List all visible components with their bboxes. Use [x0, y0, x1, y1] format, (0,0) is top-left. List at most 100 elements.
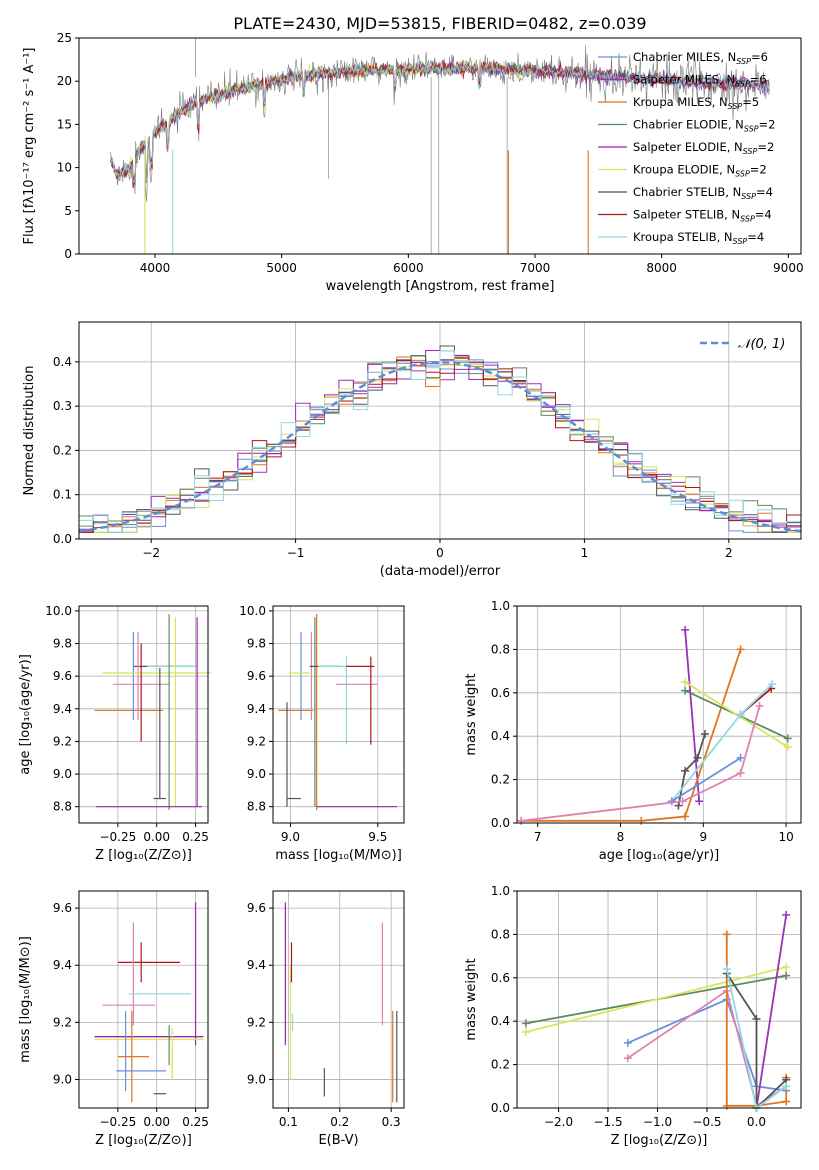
- spectrum-model-line: [110, 58, 770, 184]
- y-tick-label: 9.0: [247, 1072, 266, 1086]
- weight-marker: [736, 769, 745, 778]
- x-tick-label: 0: [436, 546, 444, 560]
- x-tick-label: −1: [287, 546, 305, 560]
- weight-marker: [736, 645, 745, 654]
- legend-label: Salpeter MILES, NSSP=6: [633, 73, 767, 89]
- x-tick-label: 8: [617, 830, 625, 844]
- y-tick-label: 9.8: [53, 637, 72, 651]
- y-axis-label: age [log₁₀(age/yr)]: [18, 654, 33, 775]
- y-tick-label: 9.2: [53, 1015, 72, 1029]
- legend-label: Chabrier MILES, NSSP=6: [633, 50, 768, 66]
- weight-marker: [736, 753, 745, 762]
- weight-marker: [681, 766, 690, 775]
- y-tick-label: 0.1: [53, 488, 72, 502]
- x-tick-label: −1.0: [643, 1115, 672, 1129]
- y-axis-label: mass weight: [464, 958, 479, 1040]
- x-tick-label: 9000: [773, 261, 804, 275]
- weight-marker: [755, 701, 764, 710]
- legend-label: Chabrier STELIB, NSSP=4: [633, 185, 773, 201]
- x-tick-label: 0.00: [143, 830, 170, 844]
- y-tick-label: 9.4: [247, 958, 266, 972]
- weight-marker: [678, 797, 687, 806]
- x-tick-label: 0.00: [143, 1115, 170, 1129]
- x-tick-label: 7: [534, 830, 542, 844]
- residual-histogram-step: [78, 350, 801, 539]
- weight-marker: [782, 962, 791, 971]
- weight-marker: [681, 625, 690, 634]
- x-tick-label: 10: [778, 830, 793, 844]
- legend-label: Kroupa STELIB, NSSP=4: [633, 230, 764, 246]
- y-tick-label: 0.3: [53, 399, 72, 413]
- x-axis-label: (data-model)/error: [380, 564, 501, 579]
- x-axis-label: Z [log₁₀(Z/Z⊙)]: [95, 848, 192, 863]
- y-tick-label: 9.4: [53, 702, 72, 716]
- weight-line: [671, 757, 742, 803]
- weight-marker: [681, 686, 690, 695]
- weight-marker: [782, 1082, 791, 1091]
- y-axis-label: mass [log₁₀(M/M⊙)]: [18, 936, 33, 1063]
- weight-marker: [783, 734, 792, 743]
- weight-marker: [521, 1028, 530, 1037]
- mass-vs-metallicity-plot: −0.25 0.00 0.25 9.0 9.2 9.4 9.6 Z [log₁₀(Z/Z⊙)]…: [18, 890, 209, 1148]
- spectrum-plot: 4000 5000 6000 7000 8000 9000 0 5 10 15 20 25 wavele…: [22, 31, 804, 294]
- y-tick-label: 9.6: [247, 669, 266, 683]
- x-tick-label: 9.0: [281, 830, 300, 844]
- weight-line: [684, 629, 701, 802]
- weight-marker: [736, 710, 745, 719]
- y-tick-label: 0.2: [53, 443, 72, 457]
- legend-label: Chabrier ELODIE, NSSP=2: [633, 118, 775, 134]
- y-tick-label: 0.2: [491, 773, 510, 787]
- x-tick-label: −0.5: [692, 1115, 721, 1129]
- x-axis-label: Z [log₁₀(Z/Z⊙)]: [611, 1133, 708, 1148]
- weight-marker: [623, 1054, 632, 1063]
- x-tick-label: 8000: [646, 261, 677, 275]
- y-tick-label: 0.8: [491, 642, 510, 656]
- weight-marker: [674, 801, 683, 810]
- y-tick-label: 9.6: [53, 901, 72, 915]
- y-tick-label: 20: [57, 74, 72, 88]
- y-tick-label: 0.6: [491, 971, 510, 985]
- y-tick-label: 25: [57, 31, 72, 45]
- x-tick-label: 6000: [393, 261, 424, 275]
- plot-frame: [516, 890, 802, 1109]
- x-tick-label: 7000: [520, 261, 551, 275]
- y-tick-label: 9.0: [53, 1072, 72, 1086]
- weight-line: [755, 914, 788, 1109]
- y-tick-label: 9.6: [247, 901, 266, 915]
- y-tick-label: 0.4: [53, 355, 72, 369]
- weight-marker: [783, 743, 792, 752]
- y-tick-label: 15: [57, 117, 72, 131]
- x-tick-label: 4000: [140, 261, 171, 275]
- weight-marker: [782, 910, 791, 919]
- y-tick-label: 0.2: [491, 1058, 510, 1072]
- y-tick-label: 0.4: [491, 729, 510, 743]
- y-tick-label: 8.8: [53, 800, 72, 814]
- y-tick-label: 9.4: [53, 958, 72, 972]
- y-tick-label: 9.4: [247, 702, 266, 716]
- weight-marker: [667, 797, 676, 806]
- x-axis-label: mass [log₁₀(M/M⊙)]: [275, 848, 402, 863]
- plot-frame: [272, 605, 405, 824]
- weight-marker: [722, 965, 731, 974]
- x-axis-label: wavelength [Angstrom, rest frame]: [326, 279, 555, 294]
- y-tick-label: 1.0: [491, 599, 510, 613]
- y-tick-label: 8.8: [247, 800, 266, 814]
- weight-marker: [693, 753, 702, 762]
- y-tick-label: 9.6: [53, 669, 72, 683]
- weight-line: [627, 998, 787, 1092]
- weight-line: [521, 649, 742, 822]
- weight-line: [684, 681, 789, 748]
- weight-marker: [521, 1019, 530, 1028]
- weight-marker: [681, 677, 690, 686]
- plot-frame: [516, 605, 802, 824]
- y-tick-label: 9.2: [247, 734, 266, 748]
- x-tick-label: −1.5: [593, 1115, 622, 1129]
- x-axis-label: Z [log₁₀(Z/Z⊙)]: [95, 1133, 192, 1148]
- y-axis-label: mass weight: [464, 673, 479, 755]
- x-tick-label: −0.25: [99, 1115, 136, 1129]
- y-tick-label: 0.0: [53, 532, 72, 546]
- residual-histogram-plot: −2 −1 0 1 2 0.0 0.1 0.2 0.3 0.4 (data-model)/error…: [22, 321, 802, 579]
- y-axis-label: Normed distribution: [22, 366, 37, 496]
- weight-marker: [681, 812, 690, 821]
- x-axis-label: E(B-V): [318, 1133, 358, 1148]
